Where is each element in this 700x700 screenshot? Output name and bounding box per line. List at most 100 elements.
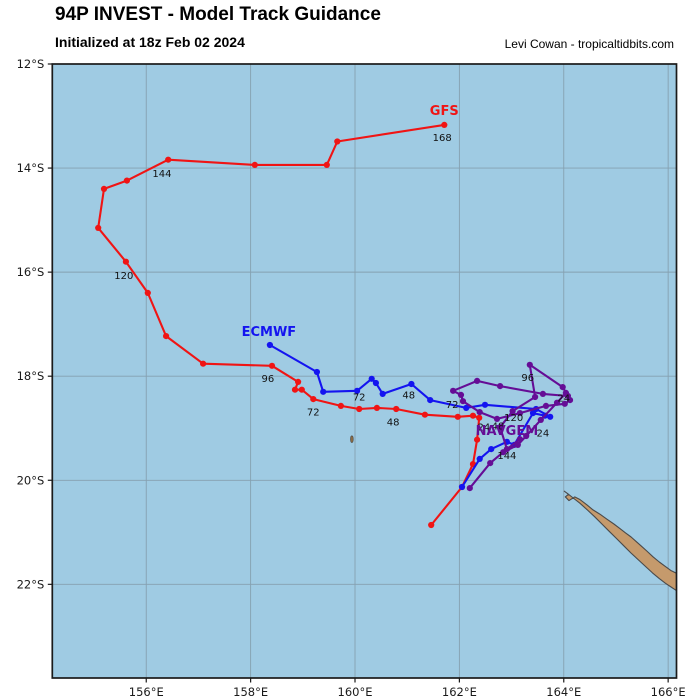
ecmwf-track-point <box>427 397 434 404</box>
gfs-hour-label: 168 <box>433 133 452 144</box>
x-tick-label: 164°E <box>546 685 581 699</box>
navgem-track-point <box>516 436 524 443</box>
land-new-caledonia <box>563 490 677 592</box>
y-tick-label: 16°S <box>17 265 45 279</box>
navgem-track-point <box>553 399 561 406</box>
navgem-track-point <box>526 361 533 368</box>
gfs-track-point <box>454 413 461 420</box>
gfs-track-point <box>100 185 108 192</box>
gfs-track-point <box>291 386 299 393</box>
init-time-subtitle: Initialized at 18z Feb 02 2024 <box>55 34 245 50</box>
gfs-track-point <box>144 289 151 296</box>
gfs-hour-label: 96 <box>261 374 274 385</box>
navgem-track-point <box>537 416 544 423</box>
gfs-model-label: GFS <box>430 104 459 119</box>
page-title: 94P INVEST - Model Track Guidance <box>55 4 381 25</box>
gfs-track-point <box>122 258 129 265</box>
gfs-track-point <box>163 333 170 340</box>
gfs-track-point <box>356 405 363 413</box>
gfs-track-point <box>421 411 428 418</box>
gfs-track-point <box>123 177 130 184</box>
y-tick-label: 22°S <box>17 577 45 591</box>
navgem-track-point <box>564 392 572 400</box>
navgem-model-label: NAVGEM <box>476 424 539 439</box>
navgem-track-point <box>539 390 547 397</box>
ecmwf-track-point <box>313 368 320 376</box>
gfs-hour-label: 72 <box>307 408 320 419</box>
gfs-track-point <box>441 121 448 128</box>
navgem-track-point <box>503 446 510 453</box>
navgem-track-point <box>516 410 524 417</box>
navgem-track-point <box>497 424 504 431</box>
x-tick-label: 160°E <box>338 685 373 699</box>
gfs-track-point <box>469 412 477 419</box>
ecmwf-track-point <box>372 379 379 387</box>
y-tick-label: 14°S <box>17 161 45 175</box>
ecmwf-track-point <box>476 455 483 462</box>
navgem-hour-label: 96 <box>521 373 534 384</box>
gfs-track-point <box>334 138 341 145</box>
navgem-hour-label: 24 <box>557 393 570 404</box>
y-tick-label: 18°S <box>17 369 45 383</box>
ecmwf-track-point <box>488 446 495 453</box>
navgem-track-point <box>542 402 550 409</box>
gfs-track-point <box>337 402 344 409</box>
navgem-track-point <box>450 387 457 394</box>
ecmwf-track-point <box>408 380 415 388</box>
gfs-hour-label: 144 <box>152 169 171 180</box>
navgem-track-point <box>466 485 473 492</box>
navgem-hour-label: 144 <box>497 451 516 462</box>
ecmwf-hour-label: 48 <box>402 390 415 401</box>
gfs-hour-label: 48 <box>387 417 400 428</box>
gfs-track-point <box>393 405 400 413</box>
gfs-hour-label: 24 <box>478 423 491 434</box>
navgem-hour-label: 72 <box>446 400 459 411</box>
ecmwf-track-point <box>458 483 466 491</box>
x-tick-label: 156°E <box>129 685 164 699</box>
navgem-track-point <box>559 384 566 391</box>
ecmwf-track-point <box>379 390 386 397</box>
navgem-track-point <box>514 441 521 448</box>
x-tick-label: 162°E <box>442 685 477 699</box>
ecmwf-hour-label: 24 <box>537 428 550 439</box>
gfs-track-point <box>474 436 481 443</box>
ecmwf-track-point <box>481 401 489 408</box>
gfs-track-point <box>268 362 276 369</box>
plot-border <box>51 63 678 679</box>
ecmwf-track-point <box>354 387 361 394</box>
ecmwf-track-point <box>463 404 470 411</box>
gfs-hour-label: 120 <box>114 271 133 282</box>
navgem-track-point <box>487 460 494 467</box>
gfs-track-point <box>298 386 305 393</box>
gfs-track-point <box>165 156 172 163</box>
navgem-track-point <box>532 393 539 401</box>
x-tick-label: 158°E <box>233 685 268 699</box>
ecmwf-track-point <box>547 413 554 420</box>
ecmwf-track-point <box>320 388 327 395</box>
navgem-track-point <box>509 408 516 415</box>
gfs-track-point <box>476 414 483 421</box>
navgem-hour-label: 48 <box>492 422 505 433</box>
y-tick-label: 20°S <box>17 473 45 487</box>
navgem-track-point <box>523 432 530 440</box>
gfs-track-point <box>95 224 102 231</box>
navgem-track-point <box>474 377 481 384</box>
ecmwf-model-label: ECMWF <box>242 325 297 340</box>
y-tick-label: 12°S <box>17 57 45 71</box>
navgem-track-point <box>561 400 568 407</box>
gfs-track-point <box>373 404 380 411</box>
gfs-track-point <box>295 378 302 385</box>
navgem-track-point <box>497 383 504 390</box>
ecmwf-track-point <box>368 375 375 382</box>
x-tick-label: 166°E <box>651 685 686 699</box>
navgem-track-point <box>476 409 483 416</box>
navgem-track-line <box>452 363 572 489</box>
gfs-track-point <box>251 161 258 168</box>
land-islet <box>350 435 354 443</box>
navgem-hour-label: 120 <box>504 413 523 424</box>
navgem-track-point <box>459 398 467 405</box>
gfs-track-point <box>310 396 317 403</box>
gfs-track-point <box>323 161 330 168</box>
